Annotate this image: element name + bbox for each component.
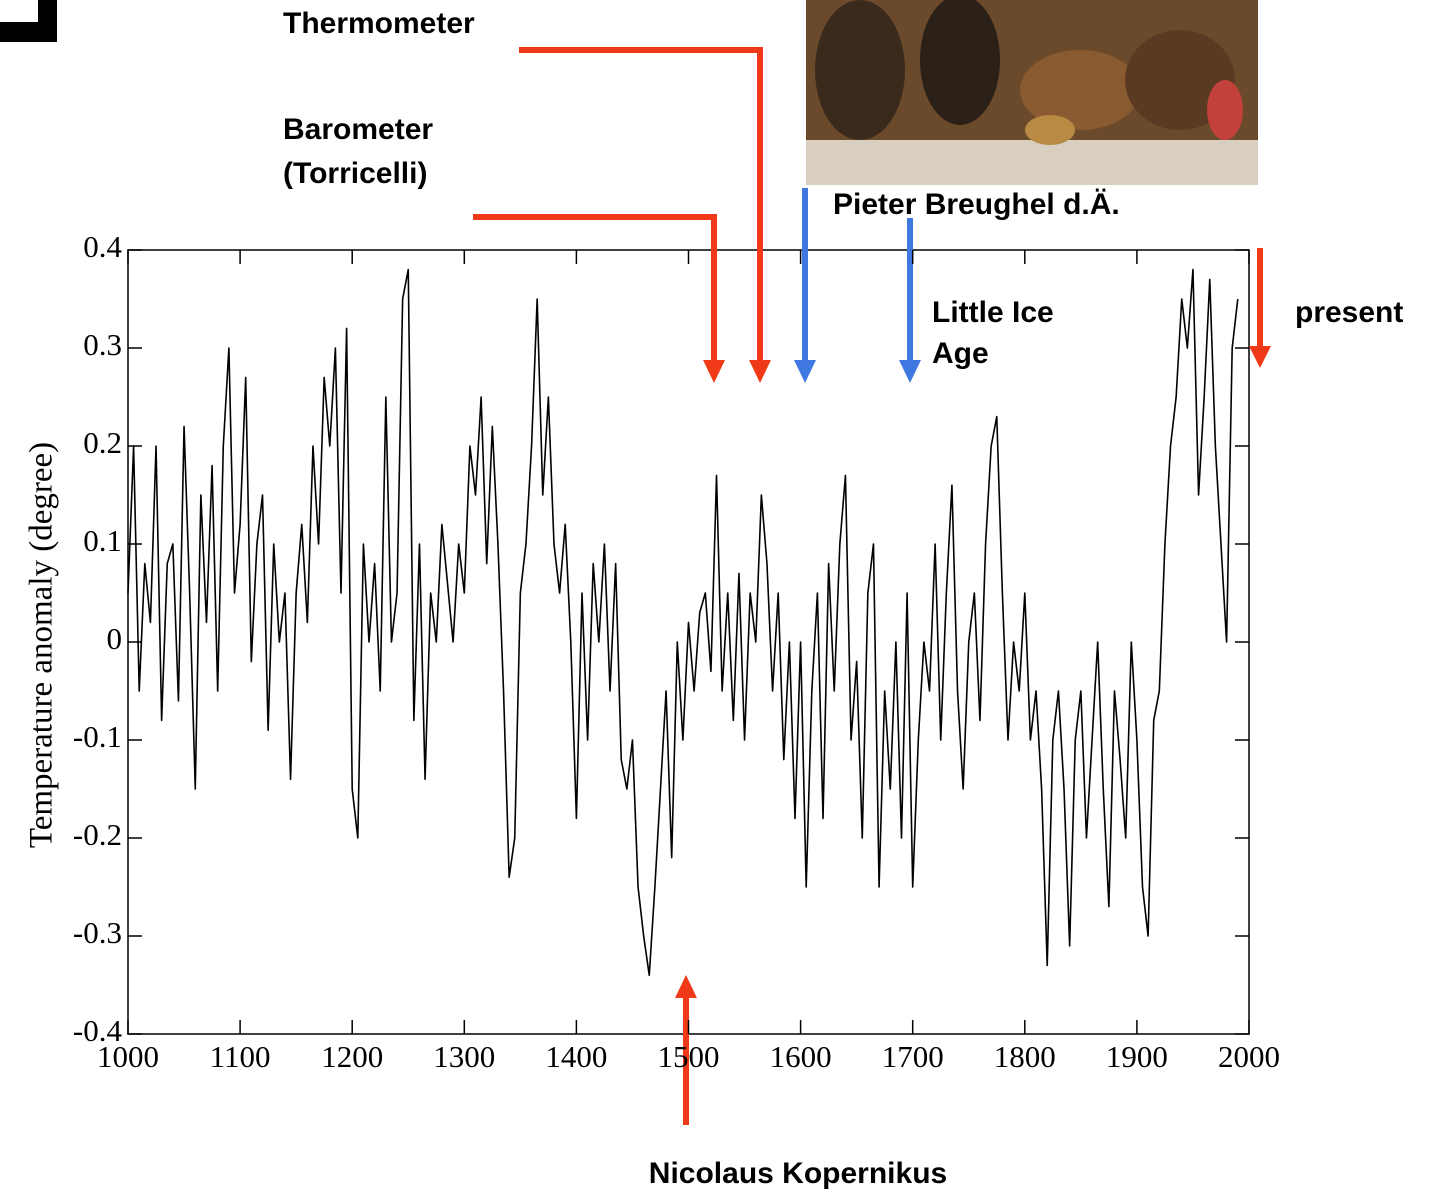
x-tick-label: 1000 bbox=[97, 1039, 159, 1074]
x-tick-label: 1200 bbox=[321, 1039, 383, 1074]
y-tick-label: 0 bbox=[107, 621, 123, 656]
annotation: (Torricelli) bbox=[283, 157, 427, 190]
annotation: present bbox=[1295, 296, 1403, 329]
x-tick-label: 1600 bbox=[770, 1039, 832, 1074]
x-tick-label: 1400 bbox=[545, 1039, 607, 1074]
annotation: Age bbox=[932, 337, 989, 370]
x-tick-label: 1100 bbox=[210, 1039, 271, 1074]
x-tick-label: 1800 bbox=[994, 1039, 1056, 1074]
x-tick-label: 2000 bbox=[1218, 1039, 1280, 1074]
x-tick-label: 1900 bbox=[1106, 1039, 1168, 1074]
y-tick-label: -0.2 bbox=[73, 817, 122, 852]
corner-mark bbox=[0, 0, 57, 42]
annotation: Pieter Breughel d.Ä. bbox=[833, 188, 1120, 221]
y-tick-label: -0.3 bbox=[73, 915, 122, 950]
painting bbox=[806, 0, 1258, 185]
x-tick-label: 1500 bbox=[658, 1039, 720, 1074]
annotation: Little Ice bbox=[932, 296, 1054, 329]
x-tick-label: 1300 bbox=[433, 1039, 495, 1074]
annotation: Barometer bbox=[283, 113, 433, 146]
y-tick-label: 0.2 bbox=[83, 425, 122, 460]
y-tick-label: -0.4 bbox=[73, 1013, 123, 1048]
data-line bbox=[127, 268, 1239, 976]
y-axis-label: Temperature anomaly (degree) bbox=[24, 442, 60, 848]
annotation: Nicolaus Kopernikus bbox=[649, 1157, 947, 1190]
y-tick-label: -0.1 bbox=[73, 719, 122, 754]
y-tick-label: 0.4 bbox=[83, 229, 122, 264]
arrows bbox=[473, 47, 1271, 1125]
annotation: Thermometer bbox=[283, 7, 475, 40]
x-tick-label: 1700 bbox=[882, 1039, 944, 1074]
y-tick-label: 0.1 bbox=[83, 523, 122, 558]
y-tick-label: 0.3 bbox=[83, 327, 122, 362]
plot-frame bbox=[127, 249, 1250, 1035]
